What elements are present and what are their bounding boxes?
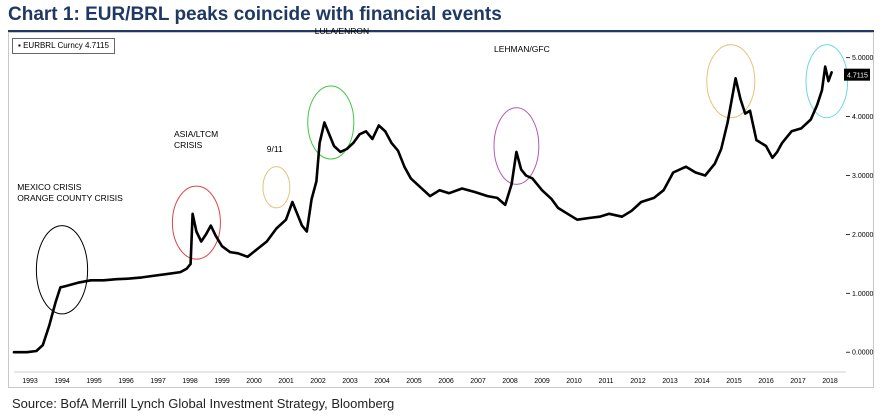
x-tick-label: 2009 xyxy=(534,378,550,385)
event-circle xyxy=(262,166,291,209)
x-tick-label: 1993 xyxy=(22,378,38,385)
x-tick-label: 2005 xyxy=(406,378,422,385)
event-label: ORANGE COUNTY CRISIS xyxy=(17,193,123,203)
event-label: CRISIS xyxy=(174,140,203,150)
event-circle xyxy=(706,44,756,119)
event-circle xyxy=(805,44,849,119)
x-tick-label: 2008 xyxy=(502,378,518,385)
x-tick-label: 2014 xyxy=(694,378,710,385)
y-tick-label: 4.0000 xyxy=(852,114,874,121)
x-tick-label: 2013 xyxy=(662,378,678,385)
y-tick-label: 2.0000 xyxy=(852,232,874,239)
legend: ▪ EURBRL Curncy 4.7115 xyxy=(12,38,115,54)
y-tick-label: 1.0000 xyxy=(852,291,874,298)
x-tick-label: 1997 xyxy=(150,378,166,385)
x-tick-label: 2004 xyxy=(374,378,390,385)
last-value-label: 4.7115 xyxy=(847,73,868,80)
x-tick-label: 2011 xyxy=(598,378,613,385)
x-tick-label: 2018 xyxy=(822,378,838,385)
source-note: Source: BofA Merrill Lynch Global Invest… xyxy=(12,396,395,411)
y-tick-label: 5.0000 xyxy=(852,55,874,62)
x-axis: 1993 1994 1995 1996 1997 1998 1999 2000 2001 2002… xyxy=(14,371,846,385)
event-label: MEXICO CRISIS xyxy=(17,182,82,192)
x-tick-label: 1996 xyxy=(118,378,134,385)
series-line xyxy=(12,65,833,354)
x-tick-label: 2007 xyxy=(470,378,486,385)
title-rule xyxy=(8,30,874,32)
x-tick-label: 1998 xyxy=(182,378,198,385)
y-tick-label: 3.0000 xyxy=(852,173,874,180)
x-tick-label: 2002 xyxy=(310,378,326,385)
chart-title: Chart 1: EUR/BRL peaks coincide with fin… xyxy=(8,4,502,25)
x-tick-label: 2015 xyxy=(726,378,742,385)
x-tick-label: 2010 xyxy=(566,378,582,385)
event-circle xyxy=(307,85,355,160)
x-tick-label: 2006 xyxy=(438,378,454,385)
x-tick-label: 2012 xyxy=(630,378,646,385)
event-circle xyxy=(493,107,540,185)
x-tick-label: 2001 xyxy=(278,378,294,385)
x-tick-label: 2000 xyxy=(246,378,262,385)
event-label: LULA/ENRON xyxy=(315,26,369,36)
x-tick-label: 2003 xyxy=(342,378,358,385)
x-tick-label: 1995 xyxy=(86,378,102,385)
event-label: 9/11 xyxy=(267,144,283,154)
legend-text: EURBRL Curncy 4.7115 xyxy=(23,41,109,50)
event-label: LEHMAN/GFC xyxy=(494,44,550,54)
last-value-badge xyxy=(844,68,870,81)
x-tick-label: 1999 xyxy=(214,378,230,385)
event-circle xyxy=(35,225,89,315)
x-tick-label: 1994 xyxy=(54,378,70,385)
event-circle xyxy=(171,185,221,260)
plot-frame xyxy=(8,32,874,388)
y-tick-label: 0.0000 xyxy=(852,350,874,357)
x-tick-label: 2017 xyxy=(790,378,806,385)
event-label: ASIA/LTCM xyxy=(174,129,218,139)
legend-marker-icon: ▪ xyxy=(18,41,21,50)
x-tick-label: 2016 xyxy=(758,378,774,385)
y-axis: 0.0000 1.0000 2.0000 3.0000 4.0000 5.0000 4.71… xyxy=(844,55,874,357)
series-layer xyxy=(12,65,833,354)
